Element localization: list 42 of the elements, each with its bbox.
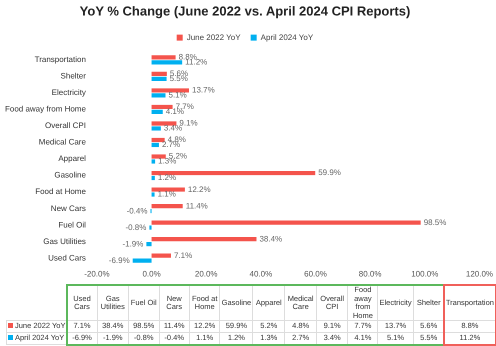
data-label: 38.4% [259, 234, 282, 244]
y-tick-label: New Cars [50, 204, 86, 213]
x-tick-label: 0.0% [142, 269, 161, 278]
x-tick-label: 100.0% [411, 269, 438, 278]
y-tick-label: Electricity [52, 88, 86, 98]
data-label: 98.5% [424, 218, 446, 227]
data-label: 7.1% [174, 250, 192, 260]
data-label: 5.1% [168, 90, 187, 100]
data-label: 12.2% [188, 184, 211, 194]
x-tick-label: 120.0% [466, 269, 494, 278]
data-label: 1.3% [158, 156, 176, 166]
y-tick-label: Shelter [60, 72, 86, 81]
y-tick-label: Transportation [34, 55, 86, 64]
legend-label: April 2024 YoY [260, 32, 314, 42]
x-tick-label: 60.0% [304, 269, 327, 278]
data-label: -6.9% [108, 256, 130, 265]
y-tick-label: Gas Utilities [43, 236, 86, 246]
legend-label: June 2022 YoY [186, 32, 242, 42]
data-label: -0.4% [126, 206, 148, 216]
y-tick-label: Gasoline [54, 170, 86, 180]
data-label: -1.9% [122, 239, 144, 248]
y-tick-label: Used Cars [48, 253, 86, 262]
x-tick-label: 80.0% [358, 269, 382, 278]
data-label: 11.2% [185, 58, 208, 67]
y-tick-label: Overall CPI [45, 121, 86, 130]
data-label: 59.9% [318, 168, 341, 178]
y-tick-label: Fuel Oil [58, 220, 86, 230]
chart-title: YoY % Change (June 2022 vs. April 2024 CPI Reports) [80, 3, 410, 18]
data-label: -0.8% [125, 222, 146, 232]
data-label: 4.1% [166, 107, 184, 116]
y-tick-label: Apparel [58, 154, 86, 164]
x-tick-label: 20.0% [194, 269, 218, 278]
y-tick-label: Food at Home [35, 187, 86, 196]
x-tick-label: 40.0% [250, 269, 272, 278]
data-label: 1.1% [158, 190, 176, 199]
data-label: 13.7% [192, 86, 215, 95]
data-label: 1.2% [158, 173, 176, 182]
data-label: 11.4% [186, 201, 208, 210]
y-tick-label: Food away from Home [4, 104, 86, 114]
data-label: 2.7% [162, 140, 180, 150]
y-tick-label: Medical Care [38, 138, 86, 147]
x-tick-label: -20.0% [84, 269, 110, 278]
